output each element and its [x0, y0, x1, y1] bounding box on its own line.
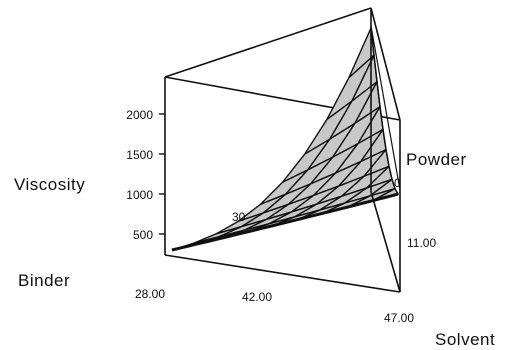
surface-cell — [376, 81, 381, 107]
surface-front-edge — [171, 192, 399, 252]
z-tick-marks — [159, 113, 165, 235]
corner-label-binder: Binder — [18, 271, 70, 290]
z-tick-500: 500 — [133, 228, 153, 242]
z-tick-2000: 2000 — [126, 108, 153, 122]
frame-inner-diagonal — [370, 25, 401, 191]
z-axis-title: Viscosity — [14, 175, 85, 194]
surface-cell — [379, 106, 384, 130]
frame-bottom-front — [164, 254, 401, 293]
edge-tick-middle: 42.00 — [242, 290, 272, 304]
frame-bottom-right — [370, 191, 401, 293]
surface-cell — [385, 149, 390, 167]
frame-front — [164, 7, 401, 293]
surface-cell — [388, 166, 393, 180]
z-tick-1500: 1500 — [126, 148, 153, 162]
response-surface — [171, 25, 400, 252]
corner-label-powder: Powder — [406, 150, 467, 169]
frame-back-top-left — [164, 7, 372, 78]
corner-label-solvent: Solvent — [435, 330, 495, 349]
surface-cell — [373, 55, 378, 82]
surface-cell — [391, 179, 396, 189]
frame-top-edge — [370, 7, 401, 121]
edge-tick-binder-end: 28.00 — [135, 287, 165, 301]
edge-tick-powder-side: 11.00 — [407, 236, 436, 250]
powder-partial-tick: 0 — [394, 176, 401, 190]
edge-tick-solvent-end: 47.00 — [384, 311, 414, 325]
interior-partial-tick: 30 — [232, 210, 246, 224]
surface-cell — [382, 129, 387, 150]
z-tick-1000: 1000 — [126, 188, 153, 202]
